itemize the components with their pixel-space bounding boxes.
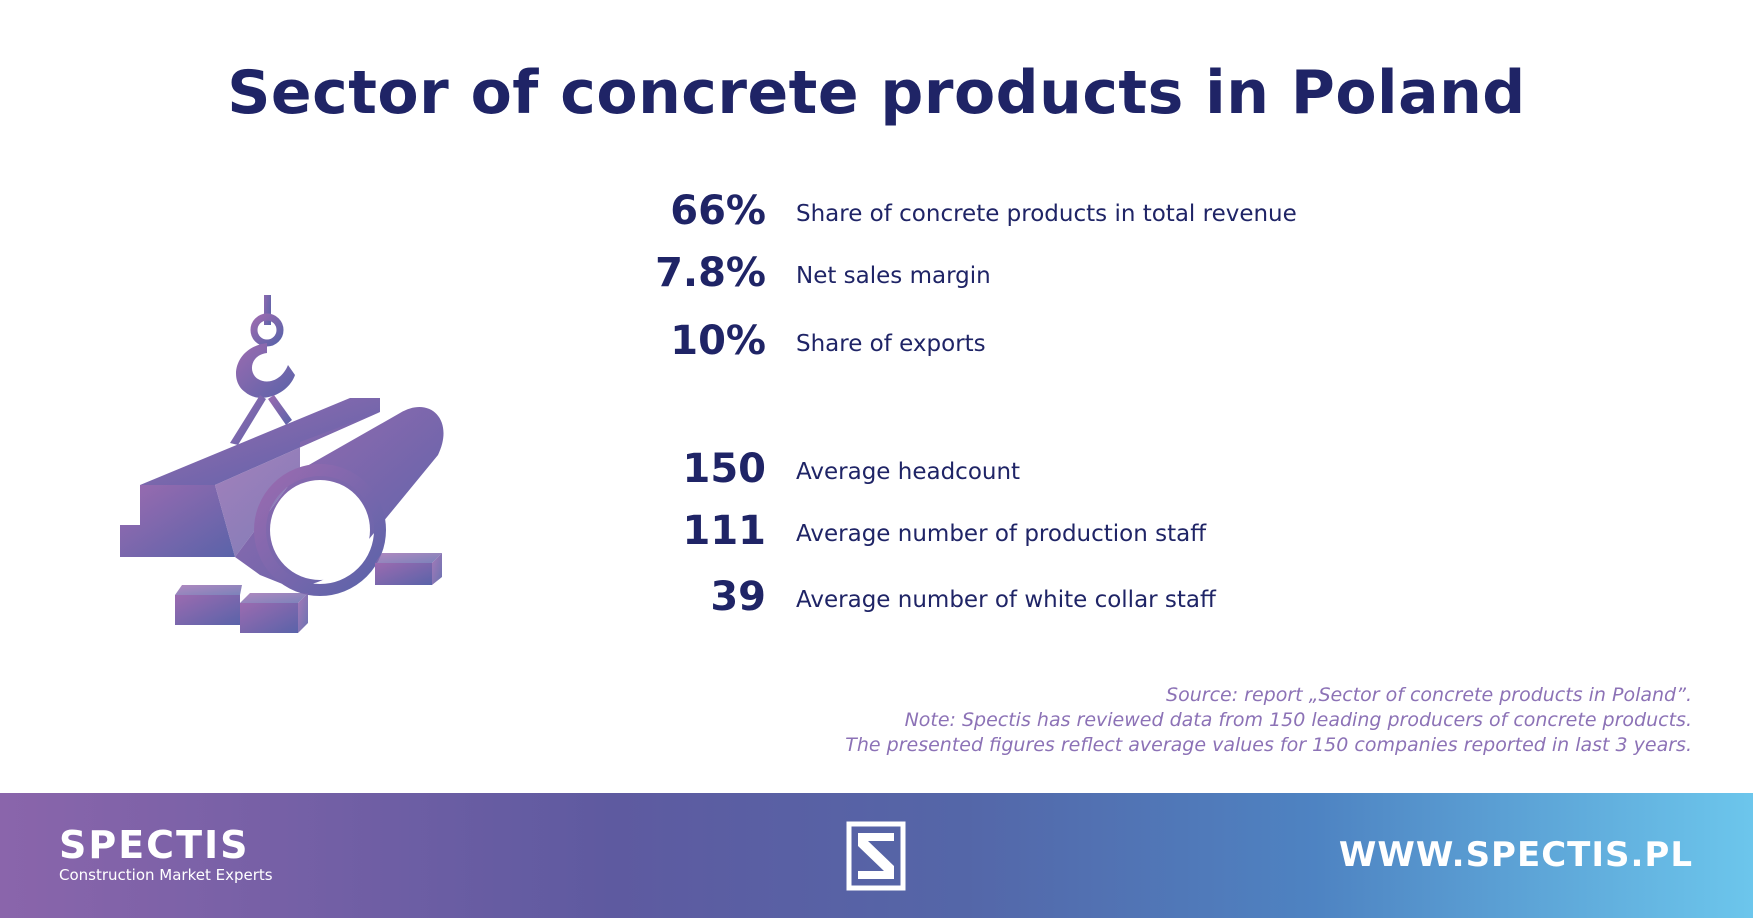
stat-row: 10% Share of exports	[600, 316, 1600, 366]
stat-label: Average headcount	[796, 459, 1021, 485]
note-line: Note: Spectis has reviewed data from 150…	[904, 709, 1692, 731]
brand-tagline: Construction Market Experts	[59, 866, 273, 884]
source-notes: Source: report „Sector of concrete produ…	[845, 683, 1692, 758]
website-link[interactable]: WWW.SPECTIS.PL	[1338, 835, 1693, 875]
stat-row: 66% Share of concrete products in total …	[600, 186, 1600, 236]
stat-label: Share of concrete products in total reve…	[796, 201, 1297, 227]
stat-value: 10%	[670, 318, 766, 364]
stat-value: 39	[710, 574, 766, 620]
stat-row: 39 Average number of white collar staff	[600, 572, 1600, 622]
stat-value: 66%	[670, 188, 766, 234]
brand-name: SPECTIS	[59, 823, 250, 867]
stat-label: Average number of white collar staff	[796, 587, 1216, 613]
stat-row: 7.8% Net sales margin	[600, 248, 1600, 298]
spectis-s-logo-icon	[846, 821, 906, 891]
stat-value: 111	[682, 508, 767, 554]
stat-value: 150	[682, 446, 767, 492]
stat-label: Net sales margin	[796, 263, 991, 289]
stat-label: Share of exports	[796, 331, 986, 357]
source-line: Source: report „Sector of concrete produ…	[1166, 684, 1692, 706]
stat-value: 7.8%	[655, 250, 766, 296]
detail-line: The presented figures reflect average va…	[845, 734, 1692, 756]
page-title: Sector of concrete products in Poland	[227, 58, 1526, 128]
footer-bar: SPECTIS Construction Market Experts WWW.…	[0, 793, 1753, 918]
concrete-products-crane-icon	[120, 295, 444, 633]
stat-row: 111 Average number of production staff	[600, 506, 1600, 556]
stat-label: Average number of production staff	[796, 521, 1207, 547]
stat-row: 150 Average headcount	[600, 444, 1600, 494]
brand-logo: SPECTIS Construction Market Experts	[59, 825, 273, 885]
